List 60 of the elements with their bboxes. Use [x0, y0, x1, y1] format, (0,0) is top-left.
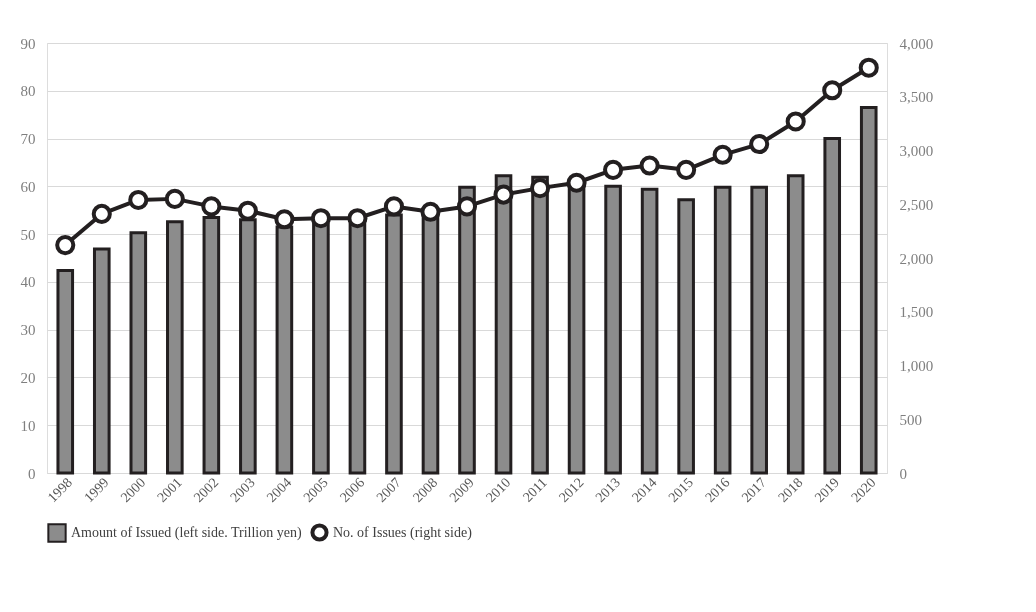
point [493, 184, 514, 205]
bar [640, 187, 659, 475]
y-tick-label: 10 [20, 417, 36, 434]
point [785, 111, 806, 132]
point [91, 203, 112, 224]
point [347, 208, 368, 229]
point [383, 196, 405, 217]
point [822, 80, 843, 101]
y-tick-label: 50 [20, 226, 36, 243]
y2-tick-label: 0 [899, 465, 907, 482]
point [420, 201, 441, 222]
bar [56, 268, 75, 475]
point [164, 188, 185, 209]
y-tick-label: 90 [20, 35, 36, 52]
bar [494, 174, 513, 475]
point [749, 134, 770, 155]
bar [92, 247, 111, 475]
y-tick-label: 60 [20, 178, 36, 195]
bar [713, 185, 732, 475]
y2-tick-label: 500 [899, 411, 922, 428]
point [456, 196, 478, 217]
point [676, 159, 697, 180]
y2-tick-label: 4,000 [899, 35, 934, 52]
point [603, 159, 624, 180]
y2-tick-label: 3,500 [899, 89, 934, 106]
point [310, 208, 331, 229]
point [128, 189, 149, 210]
bar [604, 184, 622, 475]
bar [859, 106, 878, 475]
point [274, 209, 295, 230]
bar [531, 175, 549, 475]
y-tick-label: 70 [20, 131, 36, 148]
x-tick-label: 2011 [519, 474, 550, 505]
y-tick-label: 20 [20, 369, 36, 386]
y2-tick-label: 3,000 [899, 143, 934, 159]
y2-tick-label: 1,000 [899, 358, 934, 374]
point [237, 200, 258, 221]
legend-label: Amount of Issued (left side. Trillion yen) [71, 525, 302, 541]
bar [166, 220, 184, 475]
point [566, 172, 587, 193]
y-tick-label: 0 [28, 465, 36, 482]
point [639, 155, 660, 176]
legend-label: No. of Issues (right side) [333, 524, 473, 541]
y-tick-label: 40 [20, 274, 36, 291]
point [712, 144, 733, 165]
bar [823, 137, 842, 475]
point [529, 178, 551, 199]
point [201, 196, 222, 217]
bar [129, 231, 148, 475]
bar [677, 198, 695, 475]
y2-tick-label: 2,000 [899, 250, 934, 267]
y-tick-label: 30 [20, 322, 36, 339]
y2-tick-label: 2,500 [899, 196, 934, 213]
y2-tick-label: 1,500 [899, 304, 934, 321]
point [858, 57, 879, 78]
bar [458, 185, 476, 475]
bar [786, 174, 805, 475]
point [55, 235, 76, 256]
y-tick-label: 80 [20, 83, 36, 100]
bar [750, 185, 768, 475]
